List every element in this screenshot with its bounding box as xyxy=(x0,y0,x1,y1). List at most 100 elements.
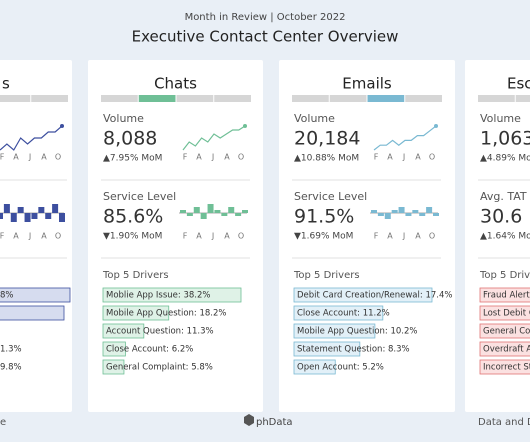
service-bar xyxy=(38,207,45,213)
service-bar xyxy=(52,204,59,213)
x-label: A xyxy=(13,153,19,162)
x-label: J xyxy=(28,232,31,241)
service-label: Service Level xyxy=(294,190,367,203)
drivers-label: Top 5 Driv xyxy=(479,270,530,281)
volume-change: ▲7.95% MoM xyxy=(103,154,162,164)
last-point xyxy=(60,124,64,128)
volume-label: Volume xyxy=(480,112,521,125)
x-label: O xyxy=(429,153,435,162)
x-label: F xyxy=(374,153,379,162)
x-label: A xyxy=(13,232,19,241)
service-bar xyxy=(419,213,426,216)
volume-value: 1,063 xyxy=(480,128,530,150)
x-label: A xyxy=(387,153,393,162)
x-label: F xyxy=(183,153,188,162)
segment xyxy=(329,95,367,102)
x-label: J xyxy=(211,153,214,162)
driver-box xyxy=(0,287,71,303)
segment xyxy=(367,95,405,102)
volume-change: ▲10.88% MoM xyxy=(294,154,359,164)
service-bar xyxy=(207,204,214,213)
service-bar xyxy=(17,207,24,213)
card-title: s xyxy=(2,75,10,93)
title: Executive Contact Center Overview xyxy=(132,28,399,46)
driver-label: Moblie App Issue: 38.2% xyxy=(106,291,210,301)
service-bar xyxy=(391,210,398,213)
service-bar xyxy=(412,210,419,213)
driver-label: 9.8% xyxy=(0,363,22,373)
x-label: J xyxy=(402,232,405,241)
volume-label: Volume xyxy=(103,112,144,125)
driver-bar xyxy=(293,305,384,321)
volume-sparkline xyxy=(0,125,63,151)
service-value: 91.5% xyxy=(294,206,354,228)
driver-bar xyxy=(293,359,336,375)
volume-label: Volume xyxy=(294,112,335,125)
driver-bar xyxy=(293,341,361,357)
card-title: Esc xyxy=(507,75,530,93)
service-bar xyxy=(31,213,38,219)
segment xyxy=(478,95,515,102)
volume-sparkline xyxy=(373,125,437,151)
driver-box xyxy=(479,305,530,321)
driver-label: Close Account: 11.2% xyxy=(297,309,390,319)
x-label: J xyxy=(211,232,214,241)
service-bar xyxy=(426,207,433,213)
service-bar xyxy=(221,213,228,216)
service-bar xyxy=(180,210,186,213)
driver-label: Incorrect St xyxy=(483,363,530,373)
service-bar xyxy=(228,207,235,213)
subtitle: Month in Review | October 2022 xyxy=(185,12,346,23)
segment xyxy=(214,95,251,102)
driver-label: Mobile App Question: 10.2% xyxy=(297,327,417,337)
driver-bar xyxy=(102,305,170,321)
service-change: ▼1.90% MoM xyxy=(103,232,162,242)
x-label: A xyxy=(387,232,393,241)
service-bar xyxy=(59,213,65,222)
service-bar xyxy=(433,213,439,216)
driver-bar xyxy=(293,287,433,303)
x-label: F xyxy=(183,232,188,241)
x-label: O xyxy=(429,232,435,241)
driver-label: Open Account: 5.2% xyxy=(297,363,384,373)
card-title: Emails xyxy=(342,75,392,93)
x-label: J xyxy=(28,153,31,162)
segment xyxy=(0,95,31,102)
driver-label: 1.3% xyxy=(0,345,22,355)
driver-box xyxy=(479,323,530,339)
service-bar xyxy=(200,213,207,219)
segment xyxy=(101,95,138,102)
driver-label: Fraud Alert xyxy=(483,291,530,301)
driver-bar xyxy=(102,323,145,339)
driver-bar xyxy=(102,287,242,303)
service-bar xyxy=(193,207,200,213)
x-label: A xyxy=(415,153,421,162)
service-bar xyxy=(214,210,221,213)
service-bar xyxy=(235,213,242,216)
driver-label: Lost Debit C xyxy=(483,309,530,319)
driver-bar xyxy=(102,341,126,357)
driver-label: General Complaint: 5.8% xyxy=(106,363,213,373)
service-bar xyxy=(405,213,412,216)
x-label: O xyxy=(55,153,61,162)
last-point xyxy=(243,124,247,128)
driver-box xyxy=(479,359,530,375)
x-label: F xyxy=(374,232,379,241)
service-change: ▼1.69% MoM xyxy=(294,232,353,242)
segment xyxy=(405,95,442,102)
driver-bar xyxy=(102,359,125,375)
service-bar xyxy=(398,207,405,213)
service-label: Avg. TAT (h xyxy=(480,190,530,203)
x-label: A xyxy=(196,153,202,162)
footer-right: Data and De xyxy=(478,417,530,428)
x-label: A xyxy=(196,232,202,241)
volume-sparkline xyxy=(182,125,246,151)
x-label: F xyxy=(0,232,5,241)
x-label: A xyxy=(41,153,47,162)
service-value: 85.6% xyxy=(103,206,163,228)
driver-box xyxy=(0,305,65,321)
driver-bar xyxy=(293,323,376,339)
service-bar xyxy=(3,204,10,213)
driver-label: Statement Question: 8.3% xyxy=(297,345,410,355)
